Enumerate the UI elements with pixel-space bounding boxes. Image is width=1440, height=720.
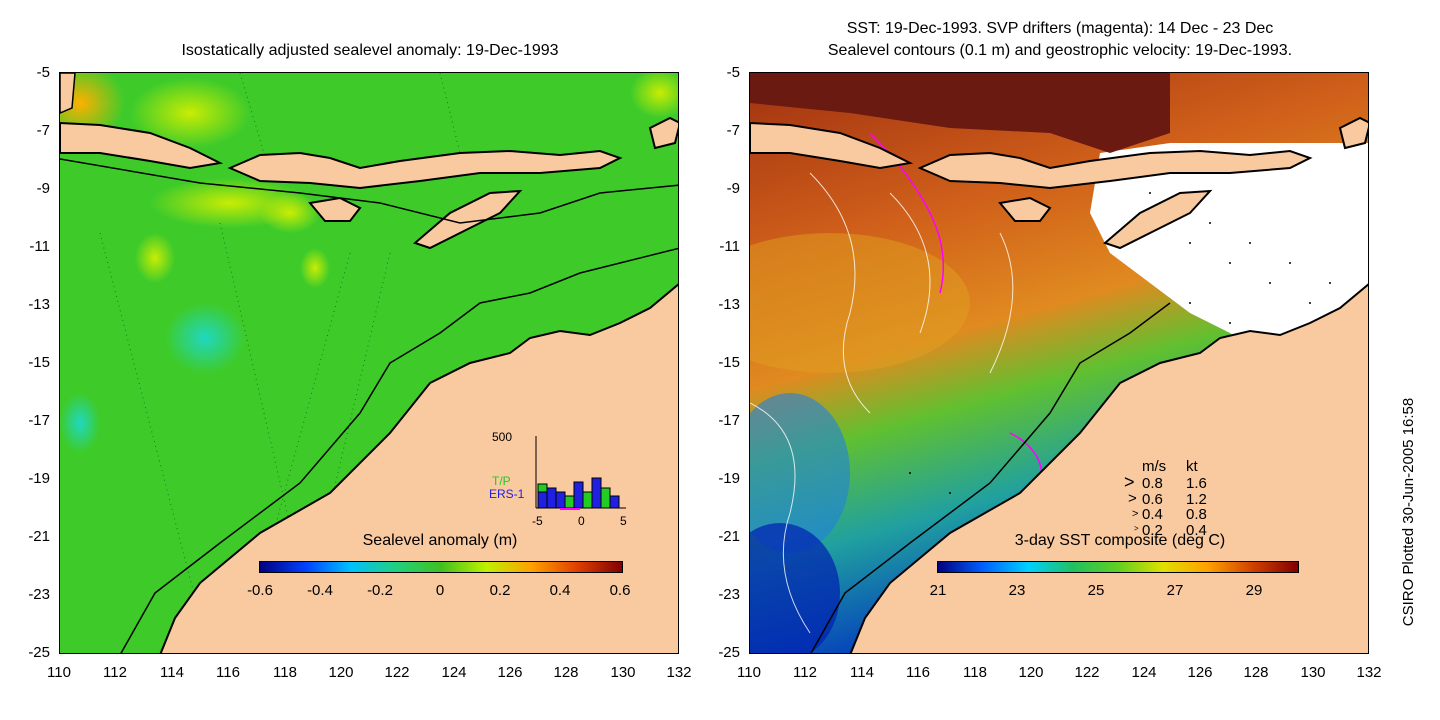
x-tick: 112	[103, 664, 127, 681]
colorbar-tick: 0	[435, 582, 445, 599]
x-tick: 112	[793, 664, 817, 681]
x-tick: 132	[666, 664, 692, 681]
y-tick: -5	[726, 64, 740, 81]
x-tick: 116	[216, 664, 240, 681]
colorbar-tick: 0.2	[489, 582, 511, 599]
colorbar-tick: -0.2	[367, 582, 393, 599]
x-tick: 132	[1356, 664, 1382, 681]
y-tick: -19	[718, 470, 740, 487]
arrow-icon: >	[1124, 472, 1135, 492]
y-tick: -21	[28, 528, 50, 545]
velocity-kt: 1.2	[1186, 491, 1207, 508]
colorbar-tick: 27	[1166, 582, 1184, 599]
right-map-title-line1: SST: 19-Dec-1993. SVP drifters (magenta)…	[846, 20, 1274, 37]
x-tick: 110	[737, 664, 761, 681]
y-tick: -5	[36, 64, 50, 81]
x-tick: 118	[963, 664, 987, 681]
ers-label: ERS-1	[489, 487, 525, 501]
velocity-ms: 0.6	[1142, 491, 1163, 508]
arrow-icon: >	[1132, 508, 1139, 520]
colorbar-tick: 29	[1245, 582, 1263, 599]
y-tick: -19	[28, 470, 50, 487]
velocity-kt: 0.8	[1186, 506, 1207, 523]
y-tick: -11	[29, 238, 50, 255]
x-tick: 120	[1018, 664, 1044, 681]
velocity-ms: 0.2	[1142, 522, 1163, 539]
x-tick: 122	[1074, 664, 1100, 681]
sealevel-colorbar	[259, 561, 623, 573]
sst-colorbar-label: 3-day SST composite (deg C)	[1014, 532, 1226, 549]
arrow-icon: >	[1128, 490, 1137, 507]
y-tick: -15	[28, 354, 50, 371]
x-tick: 114	[160, 664, 184, 681]
right-map-title-line2: Sealevel contours (0.1 m) and geostrophi…	[827, 42, 1293, 59]
x-tick: 124	[1131, 664, 1157, 681]
colorbar-tick: 21	[929, 582, 947, 599]
x-tick: 120	[328, 664, 354, 681]
y-tick: -15	[718, 354, 740, 371]
y-tick: -13	[718, 296, 740, 313]
velocity-ms: 0.4	[1142, 506, 1163, 523]
sealevel-colorbar-label: Sealevel anomaly (m)	[362, 532, 518, 549]
histogram-x-tick: -5	[532, 514, 543, 528]
histogram-x-tick: 5	[620, 514, 627, 528]
sst-field	[750, 73, 1368, 653]
velocity-kt: 1.6	[1186, 475, 1207, 492]
x-tick: 130	[610, 664, 636, 681]
y-tick: -25	[28, 644, 50, 661]
sst-map	[749, 72, 1369, 654]
y-tick: -25	[718, 644, 740, 661]
tp-label: T/P	[492, 474, 511, 488]
velocity-kt: 0.4	[1186, 522, 1207, 539]
y-tick: -23	[28, 586, 50, 603]
velocity-ms: 0.8	[1142, 475, 1163, 492]
arrow-icon: >	[1134, 524, 1139, 533]
x-tick: 114	[850, 664, 874, 681]
histogram-y-label: 500	[492, 430, 513, 444]
x-tick: 118	[273, 664, 297, 681]
y-tick: -11	[719, 238, 740, 255]
x-tick: 124	[441, 664, 467, 681]
x-tick: 122	[384, 664, 410, 681]
velocity-legend-kt-header: kt	[1186, 458, 1198, 475]
y-tick: -23	[718, 586, 740, 603]
x-tick: 130	[1300, 664, 1326, 681]
histogram-x-tick: 0	[578, 514, 585, 528]
x-tick: 126	[497, 664, 523, 681]
left-map-title: Isostatically adjusted sealevel anomaly:…	[181, 42, 559, 59]
colorbar-tick: 0.4	[549, 582, 571, 599]
y-tick: -9	[726, 180, 740, 197]
plot-credit: CSIRO Plotted 30-Jun-2005 16:58	[1400, 397, 1417, 627]
sealevel-anomaly-map	[59, 72, 679, 654]
velocity-legend-ms-header: m/s	[1142, 458, 1167, 475]
colorbar-tick: 0.6	[609, 582, 631, 599]
sst-colorbar	[937, 561, 1299, 573]
y-tick: -17	[28, 412, 50, 429]
colorbar-tick: 23	[1008, 582, 1026, 599]
y-tick: -9	[36, 180, 50, 197]
y-tick: -17	[718, 412, 740, 429]
y-tick: -21	[718, 528, 740, 545]
colorbar-tick: -0.4	[307, 582, 333, 599]
x-tick: 128	[553, 664, 579, 681]
x-tick: 110	[47, 664, 71, 681]
x-tick: 128	[1243, 664, 1269, 681]
y-tick: -7	[726, 122, 740, 139]
colorbar-tick: 25	[1087, 582, 1105, 599]
x-tick: 126	[1187, 664, 1213, 681]
x-tick: 116	[906, 664, 930, 681]
y-tick: -13	[28, 296, 50, 313]
histogram-bars	[535, 436, 626, 510]
sealevel-anomaly-field	[60, 73, 678, 653]
colorbar-tick: -0.6	[247, 582, 273, 599]
y-tick: -7	[36, 122, 50, 139]
